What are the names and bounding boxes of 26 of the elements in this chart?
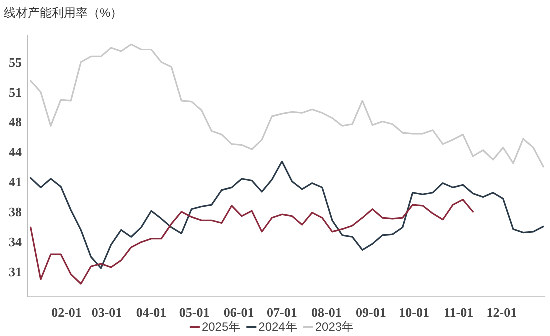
line-series xyxy=(30,44,544,168)
y-tick-label: 51 xyxy=(9,84,22,100)
chart-title: 线材产能利用率（%） xyxy=(4,6,123,20)
x-tick-label: 07-01 xyxy=(267,305,298,320)
legend-label: 2023年 xyxy=(315,320,354,334)
y-tick-label: 38 xyxy=(9,204,22,220)
y-tick-label: 31 xyxy=(9,264,22,280)
x-tick-label: 02-01 xyxy=(52,305,82,320)
legend-label: 2025年 xyxy=(202,320,241,334)
x-tick-label: 11-01 xyxy=(444,305,474,320)
y-tick-label: 34 xyxy=(9,234,22,250)
line-series xyxy=(30,160,544,270)
legend-label: 2024年 xyxy=(258,320,298,334)
x-tick-label: 09-01 xyxy=(356,305,386,320)
x-tick-label: 08-01 xyxy=(312,305,342,320)
x-tick-label: 10-01 xyxy=(399,305,430,320)
x-tick-label: 05-01 xyxy=(179,305,210,320)
y-tick-label: 44 xyxy=(9,144,22,160)
y-tick-label: 48 xyxy=(9,114,22,130)
y-tick-label: 55 xyxy=(9,54,22,70)
x-tick-label: 12-01 xyxy=(486,305,518,320)
x-tick-label: 04-01 xyxy=(136,305,167,320)
y-tick-label: 41 xyxy=(9,174,22,190)
x-tick-label: 03-01 xyxy=(92,305,122,320)
line-series xyxy=(30,199,474,285)
x-tick-label: 06-01 xyxy=(224,305,254,320)
